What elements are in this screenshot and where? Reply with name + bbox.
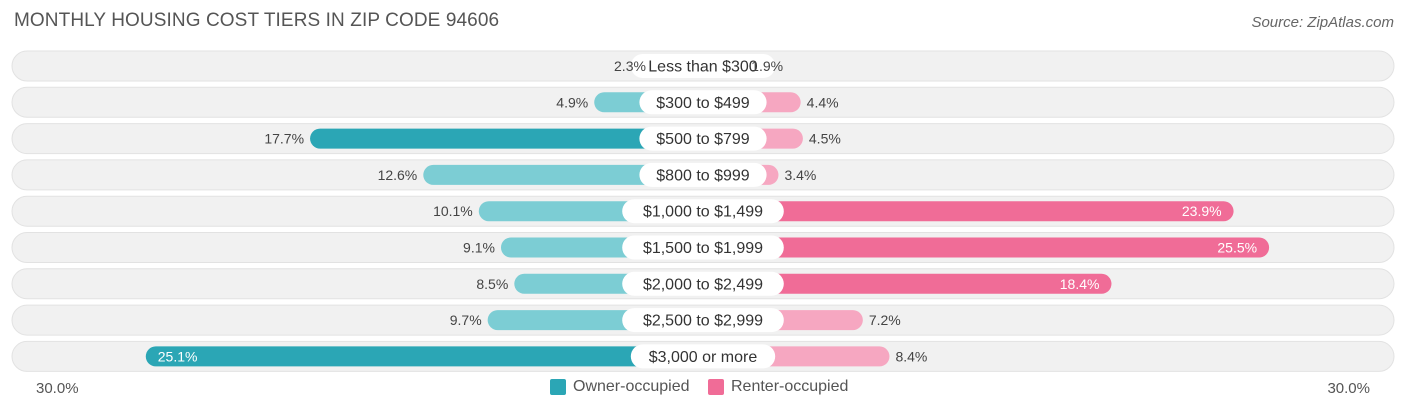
owner-value-label: 2.3%: [614, 58, 646, 74]
category-pill: [622, 308, 784, 333]
category-label: $500 to $799: [656, 131, 750, 148]
category-label: $2,000 to $2,499: [643, 276, 763, 293]
category-label: $1,500 to $1,999: [643, 240, 763, 257]
renter-bar: [693, 273, 1112, 294]
category-pill: [639, 126, 767, 151]
renter-value-label: 4.5%: [809, 131, 841, 147]
legend-owner-label: Owner-occupied: [573, 378, 690, 395]
category-pill: [639, 162, 767, 187]
owner-value-label: 10.1%: [433, 203, 473, 219]
axis-right-label: 30.0%: [1327, 380, 1370, 397]
category-label: $800 to $999: [656, 167, 750, 184]
owner-value-label: 12.6%: [378, 167, 418, 183]
owner-bar: [310, 128, 713, 149]
legend-renter-swatch: [708, 379, 724, 395]
legend-owner: Owner-occupied: [550, 378, 690, 396]
chart-title: MONTHLY HOUSING COST TIERS IN ZIP CODE 9…: [14, 10, 500, 31]
renter-value-label: 8.4%: [895, 348, 927, 364]
owner-value-label: 8.5%: [476, 276, 508, 292]
owner-value-label: 4.9%: [556, 94, 588, 110]
category-pill: [630, 54, 776, 78]
owner-value-label: 9.7%: [450, 312, 482, 328]
renter-value-label: 3.4%: [784, 167, 816, 183]
renter-value-label: 4.4%: [807, 94, 839, 110]
legend-renter: Renter-occupied: [708, 378, 848, 396]
category-label: $2,500 to $2,999: [643, 313, 763, 330]
renter-value-label: 18.4%: [1060, 276, 1100, 292]
renter-bar: [693, 201, 1234, 222]
renter-bar: [693, 237, 1270, 258]
category-pill: [622, 235, 784, 260]
owner-value-label: 17.7%: [264, 131, 304, 147]
axis-left-label: 30.0%: [36, 380, 79, 397]
category-label: Less than $300: [648, 59, 758, 76]
renter-value-label: 1.9%: [751, 58, 783, 74]
renter-value-label: 23.9%: [1182, 203, 1222, 219]
renter-value-label: 7.2%: [869, 312, 901, 328]
category-pill: [630, 344, 776, 369]
category-pill: [622, 199, 784, 224]
legend-owner-swatch: [550, 379, 566, 395]
owner-value-label: 9.1%: [463, 240, 495, 256]
owner-value-label: 25.1%: [158, 348, 198, 364]
category-label: $1,000 to $1,499: [643, 204, 763, 221]
renter-value-label: 25.5%: [1217, 240, 1257, 256]
owner-bar: [145, 346, 713, 367]
category-pill: [639, 90, 767, 115]
chart-source: Source: ZipAtlas.com: [1251, 14, 1394, 31]
category-label: $300 to $499: [656, 95, 750, 112]
category-pill: [622, 271, 784, 296]
category-label: $3,000 or more: [649, 349, 758, 366]
legend-renter-label: Renter-occupied: [731, 378, 849, 395]
